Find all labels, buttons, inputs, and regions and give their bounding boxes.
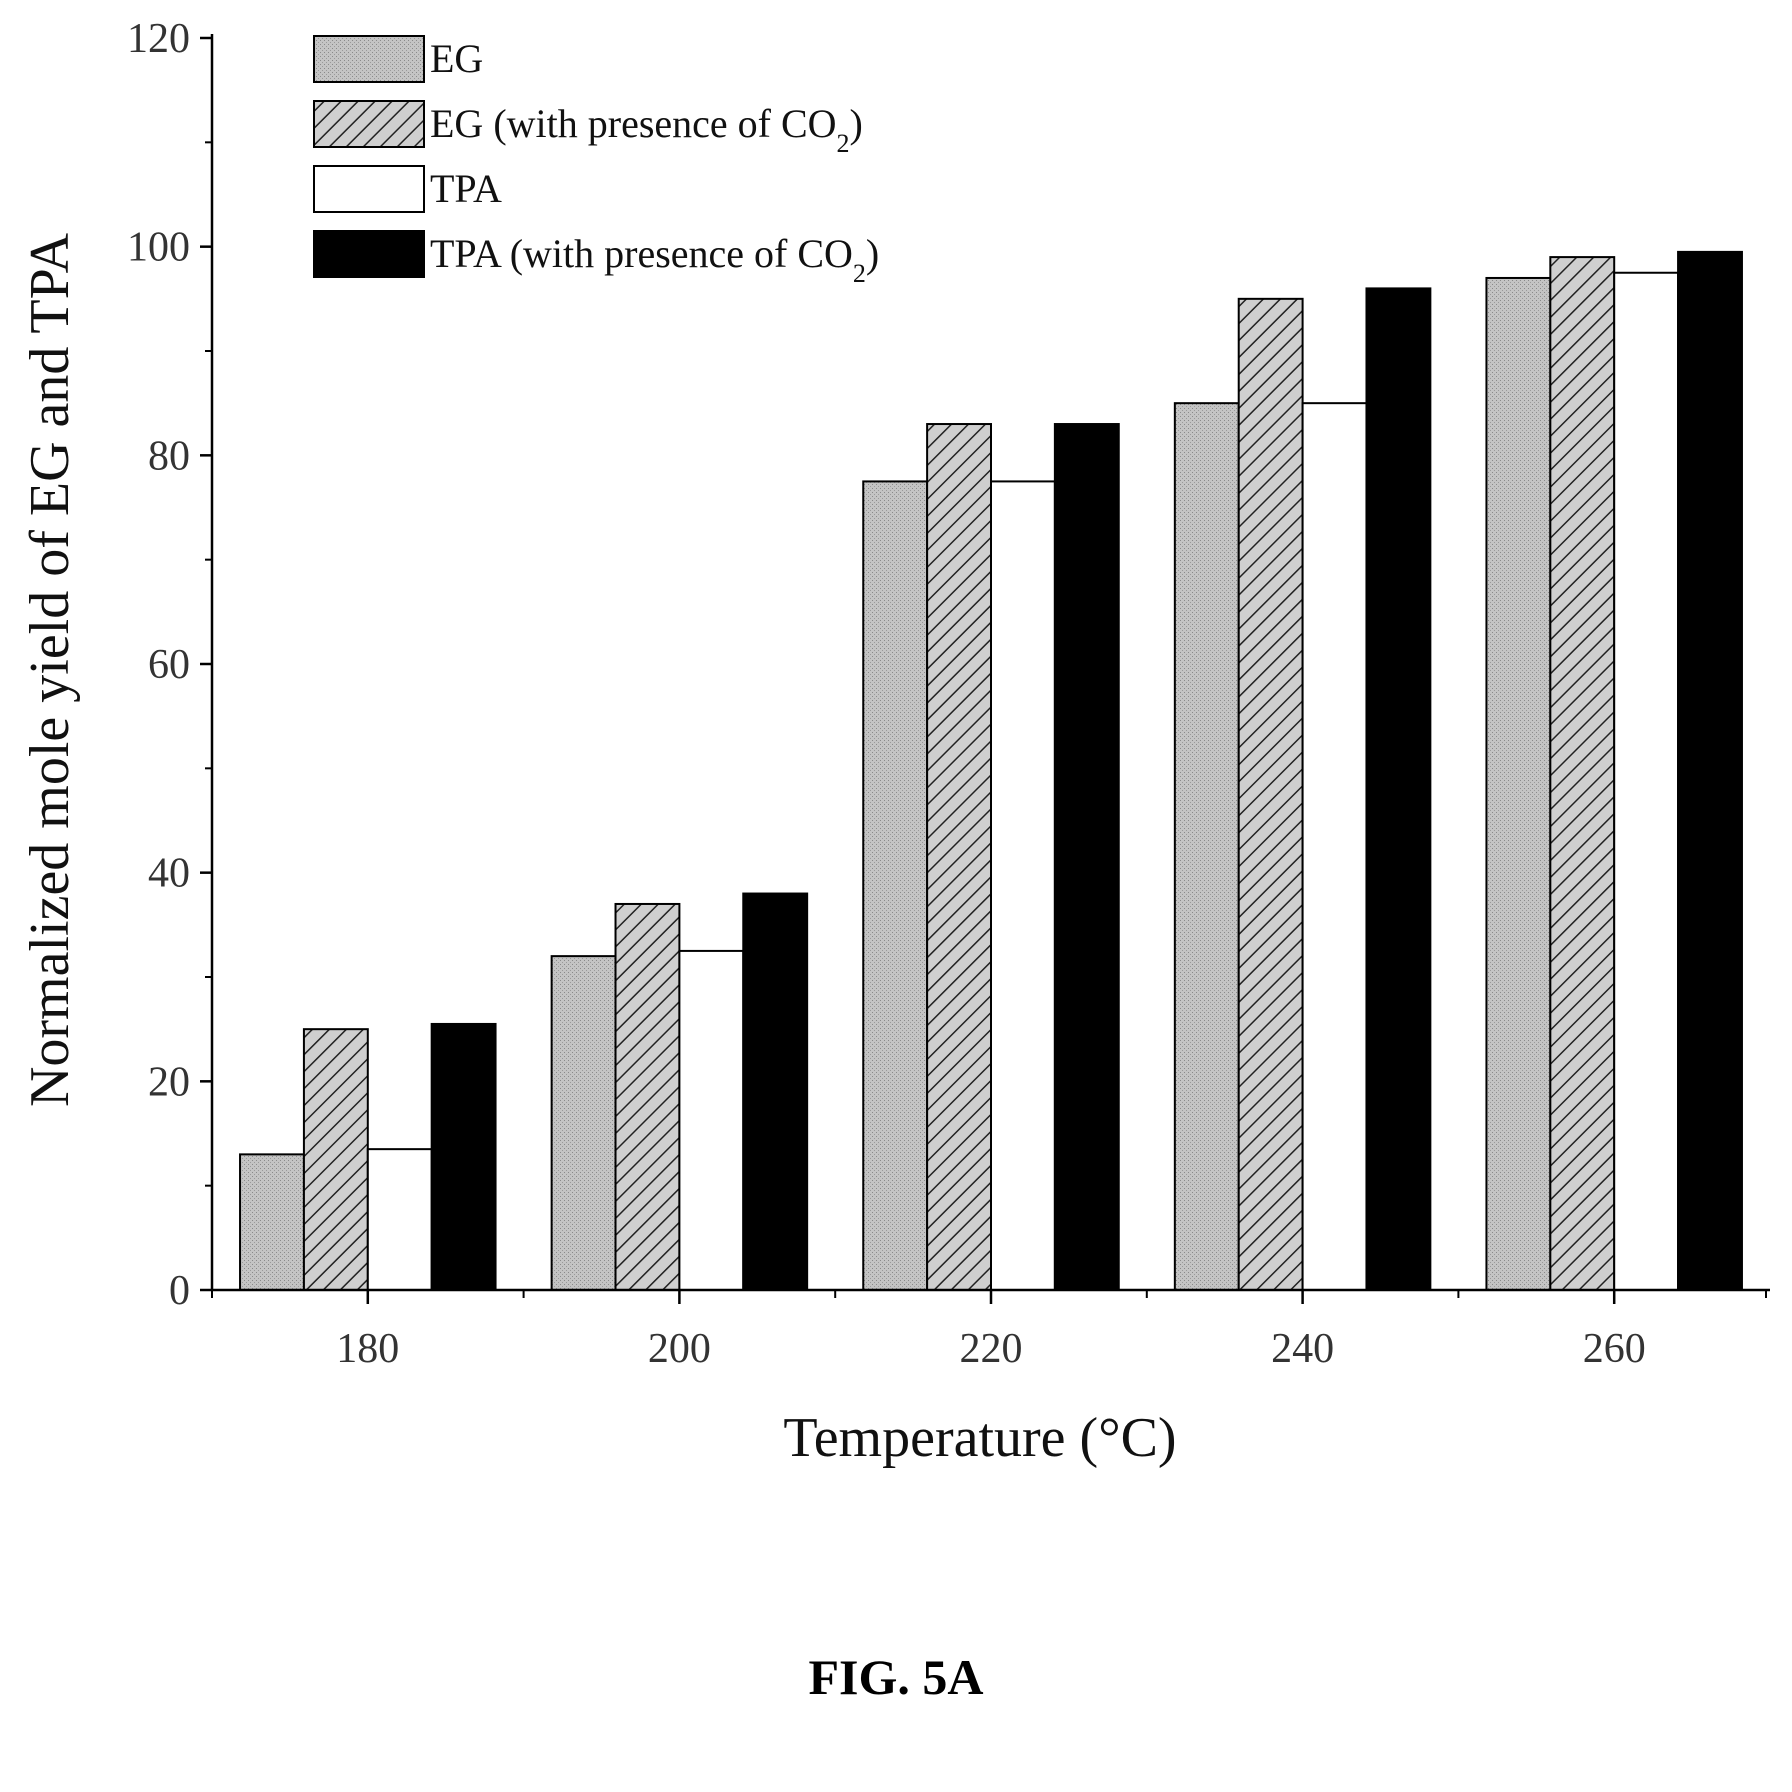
y-tick-label-120: 120 <box>127 16 190 62</box>
bar-s0-260 <box>1485 276 1552 1291</box>
legend-label-3: TPA (with presence of CO2) <box>430 231 879 288</box>
y-tick-label-40: 40 <box>148 851 190 897</box>
bar-s1-220 <box>926 423 993 1291</box>
x-tick-label-260: 260 <box>1583 1326 1646 1372</box>
bar-s1-200 <box>614 902 681 1291</box>
bar-s1-260 <box>1549 256 1616 1292</box>
y-tick-label-60: 60 <box>148 642 190 688</box>
legend-swatch-2 <box>313 165 425 213</box>
bars-layer <box>239 250 1743 1292</box>
bar-s3-240 <box>1365 287 1432 1291</box>
legend-swatch-3 <box>313 230 425 278</box>
legend-swatch-1 <box>313 100 425 148</box>
y-axis-title: Normalized mole yield of EG and TPA <box>19 232 81 1107</box>
bar-s0-200 <box>550 955 617 1292</box>
bar-s1-240 <box>1237 297 1304 1292</box>
figure-caption: FIG. 5A <box>808 1649 984 1705</box>
legend: EG EG (with presence of CO2) TPA TPA (with … <box>313 35 879 288</box>
x-tick-label-240: 240 <box>1271 1326 1334 1372</box>
bar-s2-260 <box>1613 271 1680 1291</box>
y-tick-label-80: 80 <box>148 433 190 479</box>
x-tick-label-180: 180 <box>336 1326 399 1372</box>
legend-label-0: EG <box>430 36 483 81</box>
bar-s3-200 <box>742 892 809 1291</box>
axes-layer: 0 20 40 60 80 100 120 180 200 220 240 260 <box>127 16 1770 1372</box>
legend-label-1: EG (with presence of CO2) <box>430 101 863 158</box>
x-tick-label-200: 200 <box>648 1326 711 1372</box>
bar-s3-260 <box>1677 250 1743 1292</box>
bar-s0-240 <box>1173 402 1240 1291</box>
bar-s3-220 <box>1053 423 1120 1291</box>
bar-s3-180 <box>430 1022 497 1291</box>
bar-chart: 0 20 40 60 80 100 120 180 200 220 240 260 EG EG (wit… <box>19 16 1770 1469</box>
bar-s1-180 <box>302 1028 369 1291</box>
x-axis-title: Temperature (°C) <box>783 1407 1176 1469</box>
legend-swatch-0 <box>313 35 425 83</box>
bar-s2-200 <box>678 949 745 1292</box>
bar-s0-180 <box>239 1153 305 1292</box>
y-tick-label-100: 100 <box>127 225 190 271</box>
bar-s0-220 <box>862 480 929 1291</box>
bar-s2-180 <box>366 1148 433 1292</box>
legend-label-2: TPA <box>430 166 502 211</box>
y-tick-label-0: 0 <box>169 1268 190 1314</box>
bar-s2-220 <box>990 480 1056 1291</box>
x-tick-label-220: 220 <box>960 1326 1023 1372</box>
y-tick-label-20: 20 <box>148 1059 190 1105</box>
bar-s2-240 <box>1301 402 1368 1291</box>
